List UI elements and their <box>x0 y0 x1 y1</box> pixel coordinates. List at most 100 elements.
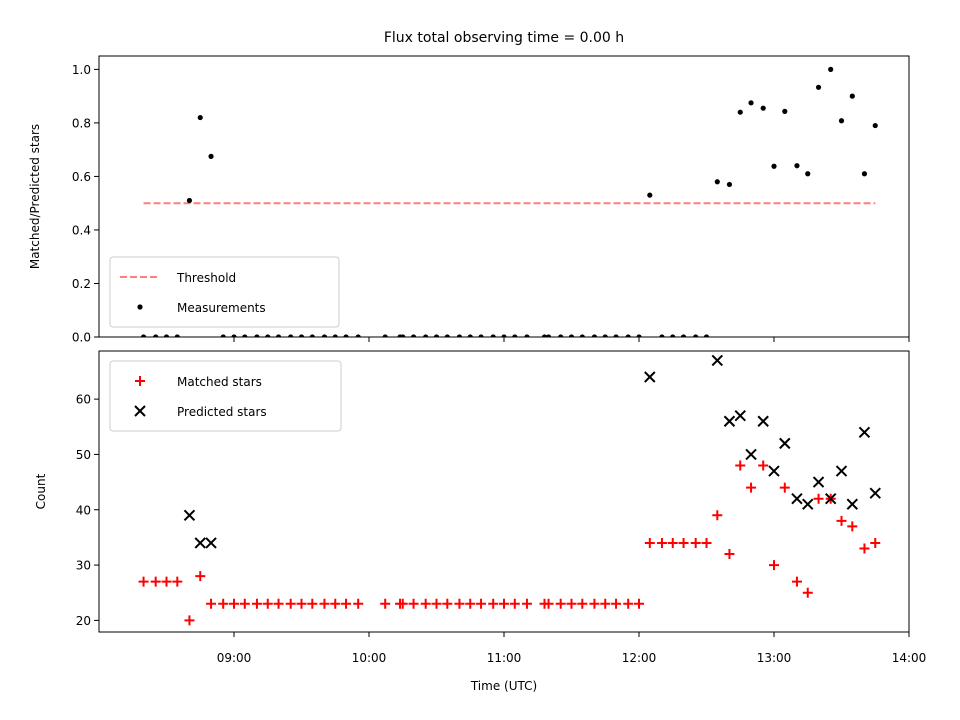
data-point <box>812 476 825 488</box>
data-point <box>768 465 780 477</box>
data-point <box>543 598 554 609</box>
panel-measurements: 0.0 0.2 0.4 0.6 0.8 1.0 Matched/Predicted star… <box>28 55 910 345</box>
data-point <box>836 515 847 526</box>
legend: Threshold Measurements <box>109 256 340 328</box>
data-point <box>711 354 724 367</box>
data-point <box>138 576 149 587</box>
data-point <box>779 482 790 493</box>
y-tick-label: 1.0 <box>72 63 91 77</box>
data-point <box>746 482 757 493</box>
y-tick-label: 0.0 <box>72 331 91 345</box>
x-tick-label: 10:00 <box>352 651 387 665</box>
data-point <box>275 334 282 337</box>
data-point <box>208 153 214 159</box>
data-point <box>602 334 608 337</box>
x-tick-label: 12:00 <box>622 651 657 665</box>
data-point <box>813 493 824 504</box>
data-point <box>870 537 881 548</box>
data-point <box>757 415 769 427</box>
data-point <box>330 598 341 609</box>
data-point <box>734 410 746 422</box>
data-point <box>524 334 530 337</box>
data-point <box>568 334 575 337</box>
data-point <box>670 334 676 337</box>
data-point <box>400 334 406 337</box>
data-point <box>397 598 408 609</box>
x-axis-title: Time (UTC) <box>470 679 537 693</box>
data-point <box>828 66 834 72</box>
data-point <box>714 179 720 185</box>
data-point <box>794 163 800 169</box>
data-point <box>758 460 769 471</box>
data-point <box>636 334 642 337</box>
data-point <box>634 598 644 609</box>
data-point <box>509 598 520 609</box>
data-point <box>298 334 305 337</box>
data-point <box>712 510 723 521</box>
data-point <box>172 576 183 587</box>
data-point <box>805 171 811 177</box>
data-point <box>183 509 196 521</box>
data-point <box>545 334 552 337</box>
y-tick-label: 50 <box>76 448 91 462</box>
data-point <box>478 334 484 337</box>
data-point <box>476 598 487 609</box>
data-point <box>859 543 870 554</box>
data-point <box>577 598 588 609</box>
data-point <box>239 598 250 609</box>
data-point <box>579 334 585 337</box>
data-point <box>703 334 710 337</box>
legend-box <box>109 256 340 328</box>
y-tick-label: 60 <box>76 393 91 407</box>
data-point <box>667 537 678 548</box>
data-point <box>644 371 656 383</box>
data-point <box>737 109 743 115</box>
data-point <box>693 334 699 337</box>
data-point <box>690 537 701 548</box>
data-point <box>656 537 667 548</box>
data-point <box>433 334 440 337</box>
data-point <box>254 334 260 337</box>
legend-x-marker <box>134 405 146 417</box>
data-point <box>680 334 687 337</box>
data-point <box>285 598 296 609</box>
data-point <box>769 560 779 571</box>
data-point <box>355 334 361 337</box>
data-point <box>589 598 600 609</box>
data-point <box>490 334 496 337</box>
y-tick-label: 30 <box>76 559 91 573</box>
data-point <box>678 537 689 548</box>
data-point <box>410 334 417 337</box>
data-point <box>541 334 548 337</box>
data-point <box>846 498 859 510</box>
data-point <box>262 598 273 609</box>
data-point <box>197 114 203 121</box>
x-tick-label: 14:00 <box>892 651 927 665</box>
data-point <box>174 334 180 337</box>
data-point <box>205 537 217 549</box>
data-point <box>319 598 330 609</box>
data-point <box>307 598 318 609</box>
data-point <box>802 587 813 598</box>
data-point <box>454 598 465 609</box>
y-axis-title: Count <box>34 473 48 509</box>
data-point <box>242 334 248 337</box>
data-point <box>555 598 566 609</box>
data-point <box>558 334 564 337</box>
data-point <box>869 487 881 499</box>
data-point <box>231 334 237 337</box>
data-point <box>431 598 442 609</box>
data-point <box>153 334 159 337</box>
data-point <box>858 426 871 439</box>
data-point <box>408 598 419 609</box>
data-point <box>194 537 206 549</box>
data-point <box>220 334 226 337</box>
data-point <box>382 334 388 337</box>
data-point <box>501 334 507 337</box>
series-measurements <box>140 66 878 337</box>
data-point <box>467 334 473 337</box>
data-point <box>321 334 328 337</box>
legend-label: Threshold <box>176 271 236 285</box>
x-tick-label: 11:00 <box>487 651 522 665</box>
data-point <box>723 415 736 427</box>
